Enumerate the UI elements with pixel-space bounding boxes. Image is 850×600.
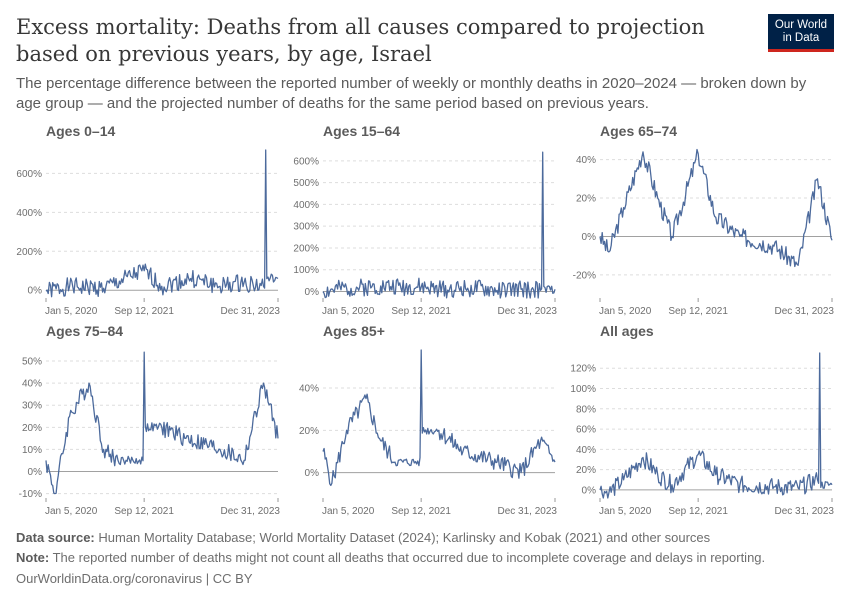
y-tick-label: 0% (582, 485, 597, 496)
y-tick-label: 0% (305, 287, 320, 298)
x-tick-label: Dec 31, 2023 (775, 306, 835, 317)
x-tick-label: Dec 31, 2023 (498, 506, 558, 517)
x-tick-label: Sep 12, 2021 (114, 306, 174, 317)
x-tick-label: Sep 12, 2021 (668, 306, 728, 317)
chart-panel: Ages 85+ 0% 20% 40% Jan 5, 2020 Sep 12, 2021 D… (299, 323, 557, 517)
x-tick-label: Dec 31, 2023 (498, 306, 558, 317)
y-tick-label: 300% (293, 222, 319, 233)
y-tick-label: 600% (293, 156, 319, 167)
url-text[interactable]: OurWorldinData.org/coronavirus | CC BY (16, 571, 253, 586)
x-tick-label: Jan 5, 2020 (322, 506, 375, 517)
chart-panel: Ages 75–84 -10% 0% 10% 20% 30% 40% 50% Jan 5, 20… (19, 323, 281, 517)
chart-panel: Ages 15–64 0% 100% 200% 300% 400% 500% 600% Jan … (293, 123, 557, 317)
data-source: Data source: Human Mortality Database; W… (16, 530, 710, 546)
panel-title: Ages 15–64 (323, 123, 400, 139)
y-tick-label: 20% (22, 423, 42, 434)
y-tick-label: 0% (28, 467, 43, 478)
y-tick-label: 20% (576, 465, 596, 476)
y-tick-label: 400% (293, 200, 319, 211)
series-line (599, 148, 833, 268)
y-tick-label: 120% (570, 364, 596, 375)
y-tick-label: 600% (16, 169, 42, 180)
y-tick-label: 20% (299, 426, 319, 437)
x-tick-label: Dec 31, 2023 (221, 306, 281, 317)
x-tick-label: Dec 31, 2023 (221, 506, 281, 517)
data-source-text: Human Mortality Database; World Mortalit… (94, 530, 711, 545)
logo-accent-bar (768, 49, 834, 52)
y-tick-label: 0% (28, 286, 43, 297)
x-tick-label: Dec 31, 2023 (775, 506, 835, 517)
chart-panel: Ages 0–14 0% 200% 400% 600% Jan 5, 2020 Sep 12… (16, 123, 280, 317)
x-tick-label: Sep 12, 2021 (114, 506, 174, 517)
y-tick-label: 0% (305, 468, 320, 479)
series-line (45, 351, 279, 495)
y-tick-label: 100% (293, 265, 319, 276)
x-tick-label: Jan 5, 2020 (599, 506, 652, 517)
y-tick-label: 0% (582, 232, 597, 243)
logo-line-2: in Data (782, 32, 820, 44)
owid-logo[interactable]: Our World in Data (768, 14, 834, 52)
data-source-label: Data source: (16, 530, 95, 545)
y-tick-label: 500% (293, 178, 319, 189)
panel-title: Ages 75–84 (46, 323, 123, 339)
y-tick-label: -20% (573, 270, 596, 281)
x-tick-label: Jan 5, 2020 (322, 306, 375, 317)
y-tick-label: 40% (22, 379, 42, 390)
small-multiples-chart: Ages 0–14 0% 200% 400% 600% Jan 5, 2020 Sep 12… (16, 123, 835, 517)
y-tick-label: 10% (22, 445, 42, 456)
y-tick-label: 40% (576, 155, 596, 166)
series-line (322, 349, 556, 487)
chart-panel: Ages 65–74 -20% 0% 20% 40% Jan 5, 2020 Sep 12,… (573, 123, 835, 317)
chart-panel: All ages 0% 20% 40% 60% 80% 100% 120% Jan 5, 202… (570, 323, 834, 517)
x-tick-label: Jan 5, 2020 (599, 306, 652, 317)
x-tick-label: Sep 12, 2021 (668, 506, 728, 517)
y-tick-label: 100% (570, 384, 596, 395)
y-tick-label: 30% (22, 401, 42, 412)
panel-title: Ages 65–74 (600, 123, 677, 139)
x-tick-label: Sep 12, 2021 (391, 306, 451, 317)
series-line (322, 151, 556, 299)
y-tick-label: 20% (576, 194, 596, 205)
note-label: Note: (16, 550, 50, 565)
panel-title: Ages 85+ (323, 323, 385, 339)
y-tick-label: 200% (16, 247, 42, 258)
y-tick-label: 50% (22, 357, 42, 368)
panel-title: All ages (600, 323, 654, 339)
chart-subtitle: The percentage difference between the re… (16, 75, 807, 112)
x-tick-label: Jan 5, 2020 (45, 306, 98, 317)
y-tick-label: -10% (19, 489, 42, 500)
panel-title: Ages 0–14 (46, 123, 115, 139)
series-line (45, 149, 279, 298)
logo-line-1: Our World (774, 19, 828, 31)
note-text: The reported number of deaths might not … (49, 550, 766, 565)
chart-note: Note: The reported number of deaths migh… (16, 550, 765, 566)
x-tick-label: Jan 5, 2020 (45, 506, 98, 517)
y-tick-label: 40% (299, 384, 319, 395)
y-tick-label: 40% (576, 445, 596, 456)
y-tick-label: 200% (293, 243, 319, 254)
y-tick-label: 60% (576, 425, 596, 436)
y-tick-label: 80% (576, 404, 596, 415)
series-line (599, 352, 833, 499)
x-tick-label: Sep 12, 2021 (391, 506, 451, 517)
chart-title: Excess mortality: Deaths from all causes… (16, 15, 705, 66)
y-tick-label: 400% (16, 208, 42, 219)
chart-url[interactable]: OurWorldinData.org/coronavirus | CC BY (16, 571, 253, 587)
